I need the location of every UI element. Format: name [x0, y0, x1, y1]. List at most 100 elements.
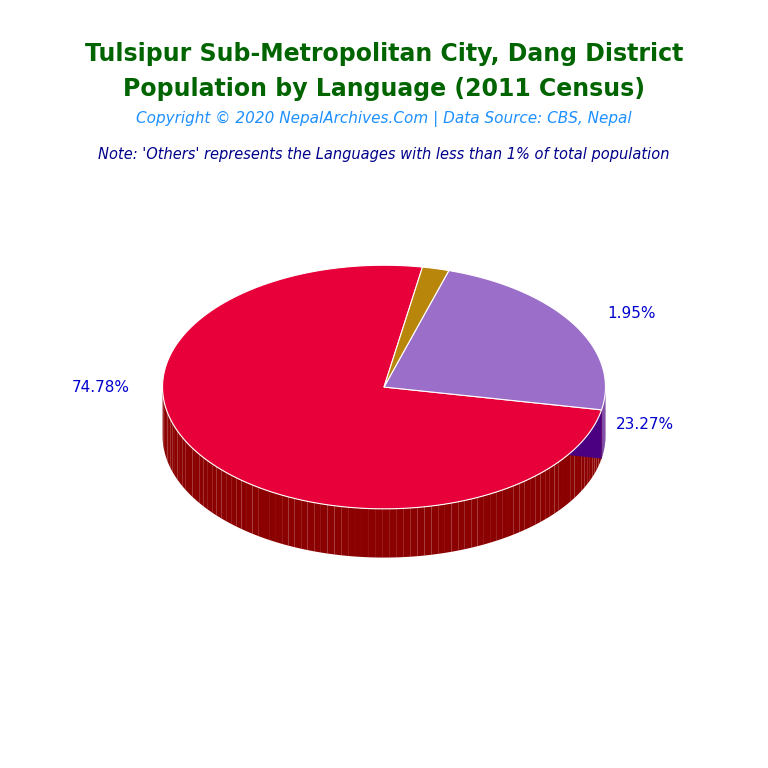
Polygon shape — [418, 507, 425, 556]
Polygon shape — [545, 468, 550, 519]
Polygon shape — [348, 507, 355, 557]
Polygon shape — [237, 478, 241, 529]
Polygon shape — [376, 508, 383, 558]
Polygon shape — [308, 502, 314, 551]
Polygon shape — [253, 485, 258, 536]
Polygon shape — [186, 442, 189, 494]
Polygon shape — [241, 480, 247, 531]
Polygon shape — [525, 478, 530, 530]
Polygon shape — [397, 508, 404, 558]
Polygon shape — [384, 387, 601, 458]
Polygon shape — [465, 499, 472, 549]
Polygon shape — [590, 429, 592, 481]
Polygon shape — [508, 486, 514, 537]
Polygon shape — [369, 508, 376, 558]
Polygon shape — [452, 502, 458, 551]
Polygon shape — [258, 487, 264, 538]
Polygon shape — [221, 470, 226, 521]
Polygon shape — [404, 508, 411, 557]
Polygon shape — [598, 414, 600, 466]
Polygon shape — [189, 445, 192, 497]
Polygon shape — [167, 412, 169, 465]
Polygon shape — [276, 493, 282, 544]
Polygon shape — [341, 507, 348, 556]
Polygon shape — [247, 483, 253, 534]
Polygon shape — [196, 452, 200, 503]
Polygon shape — [192, 448, 196, 500]
Polygon shape — [563, 455, 567, 508]
Polygon shape — [163, 265, 601, 509]
Polygon shape — [559, 458, 563, 511]
Polygon shape — [550, 465, 554, 517]
Polygon shape — [166, 409, 167, 461]
Polygon shape — [217, 467, 221, 518]
Polygon shape — [425, 506, 432, 555]
Polygon shape — [165, 405, 166, 458]
Polygon shape — [584, 435, 588, 488]
Polygon shape — [208, 461, 212, 512]
Polygon shape — [554, 462, 559, 514]
Polygon shape — [288, 497, 295, 548]
Polygon shape — [519, 481, 525, 532]
Polygon shape — [180, 435, 183, 487]
Polygon shape — [458, 501, 465, 551]
Polygon shape — [175, 427, 177, 479]
Polygon shape — [535, 473, 540, 525]
Polygon shape — [212, 464, 217, 515]
Polygon shape — [301, 500, 308, 550]
Polygon shape — [496, 490, 502, 541]
Polygon shape — [390, 508, 397, 558]
Polygon shape — [264, 489, 270, 540]
Polygon shape — [502, 488, 508, 539]
Polygon shape — [540, 471, 545, 522]
Polygon shape — [411, 508, 418, 557]
Polygon shape — [594, 421, 597, 473]
Polygon shape — [514, 484, 519, 535]
Polygon shape — [177, 431, 180, 483]
Polygon shape — [164, 401, 165, 454]
Polygon shape — [432, 505, 439, 554]
Polygon shape — [200, 455, 204, 507]
Polygon shape — [472, 498, 478, 548]
Polygon shape — [384, 270, 605, 410]
Polygon shape — [592, 425, 594, 477]
Text: Note: 'Others' represents the Languages with less than 1% of total population: Note: 'Others' represents the Languages … — [98, 147, 670, 163]
Polygon shape — [334, 506, 341, 555]
Polygon shape — [588, 432, 590, 484]
Polygon shape — [226, 472, 231, 524]
Polygon shape — [384, 387, 601, 458]
Polygon shape — [578, 442, 581, 495]
Polygon shape — [383, 509, 390, 558]
Polygon shape — [169, 416, 170, 468]
Polygon shape — [597, 417, 598, 470]
Polygon shape — [439, 504, 445, 554]
Polygon shape — [384, 267, 449, 387]
Polygon shape — [600, 410, 601, 462]
Text: 23.27%: 23.27% — [616, 417, 674, 432]
Polygon shape — [490, 492, 496, 543]
Text: Copyright © 2020 NepalArchives.Com | Data Source: CBS, Nepal: Copyright © 2020 NepalArchives.Com | Dat… — [136, 111, 632, 127]
Polygon shape — [574, 446, 578, 498]
Polygon shape — [445, 503, 452, 553]
Text: 74.78%: 74.78% — [71, 379, 130, 395]
Text: Tulsipur Sub-Metropolitan City, Dang District: Tulsipur Sub-Metropolitan City, Dang Dis… — [84, 42, 684, 66]
Polygon shape — [478, 496, 484, 546]
Polygon shape — [295, 498, 301, 548]
Polygon shape — [484, 494, 490, 545]
Polygon shape — [170, 420, 173, 472]
Polygon shape — [530, 476, 535, 528]
Polygon shape — [204, 458, 208, 510]
Polygon shape — [571, 449, 574, 502]
Polygon shape — [314, 502, 321, 552]
Polygon shape — [328, 505, 334, 554]
Polygon shape — [173, 423, 175, 476]
Text: 1.95%: 1.95% — [607, 306, 657, 322]
Polygon shape — [362, 508, 369, 558]
Polygon shape — [581, 439, 584, 492]
Polygon shape — [355, 508, 362, 557]
Polygon shape — [321, 504, 328, 554]
Polygon shape — [231, 475, 237, 527]
Polygon shape — [183, 438, 186, 490]
Polygon shape — [567, 452, 571, 505]
Text: Population by Language (2011 Census): Population by Language (2011 Census) — [123, 77, 645, 101]
